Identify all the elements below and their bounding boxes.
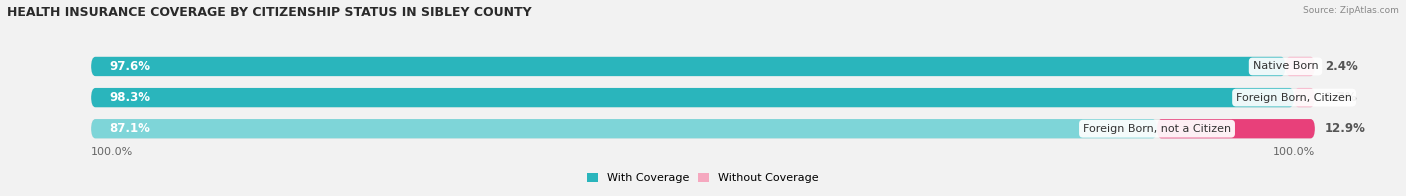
FancyBboxPatch shape [91, 119, 1157, 138]
Text: HEALTH INSURANCE COVERAGE BY CITIZENSHIP STATUS IN SIBLEY COUNTY: HEALTH INSURANCE COVERAGE BY CITIZENSHIP… [7, 6, 531, 19]
Text: Source: ZipAtlas.com: Source: ZipAtlas.com [1303, 6, 1399, 15]
FancyBboxPatch shape [91, 57, 1315, 76]
FancyBboxPatch shape [1285, 57, 1315, 76]
Text: 12.9%: 12.9% [1324, 122, 1365, 135]
Text: Foreign Born, not a Citizen: Foreign Born, not a Citizen [1083, 124, 1232, 134]
Text: 87.1%: 87.1% [110, 122, 150, 135]
FancyBboxPatch shape [91, 88, 1294, 107]
Text: Foreign Born, Citizen: Foreign Born, Citizen [1236, 93, 1353, 103]
Text: 100.0%: 100.0% [1272, 147, 1315, 157]
Text: 1.7%: 1.7% [1324, 91, 1357, 104]
Text: 2.4%: 2.4% [1324, 60, 1357, 73]
Text: Native Born: Native Born [1253, 62, 1319, 72]
FancyBboxPatch shape [91, 88, 1315, 107]
Text: 97.6%: 97.6% [110, 60, 150, 73]
FancyBboxPatch shape [91, 119, 1315, 138]
Text: 98.3%: 98.3% [110, 91, 150, 104]
FancyBboxPatch shape [1157, 119, 1315, 138]
Legend: With Coverage, Without Coverage: With Coverage, Without Coverage [582, 169, 824, 188]
Text: 100.0%: 100.0% [91, 147, 134, 157]
FancyBboxPatch shape [1294, 88, 1315, 107]
FancyBboxPatch shape [91, 57, 1285, 76]
